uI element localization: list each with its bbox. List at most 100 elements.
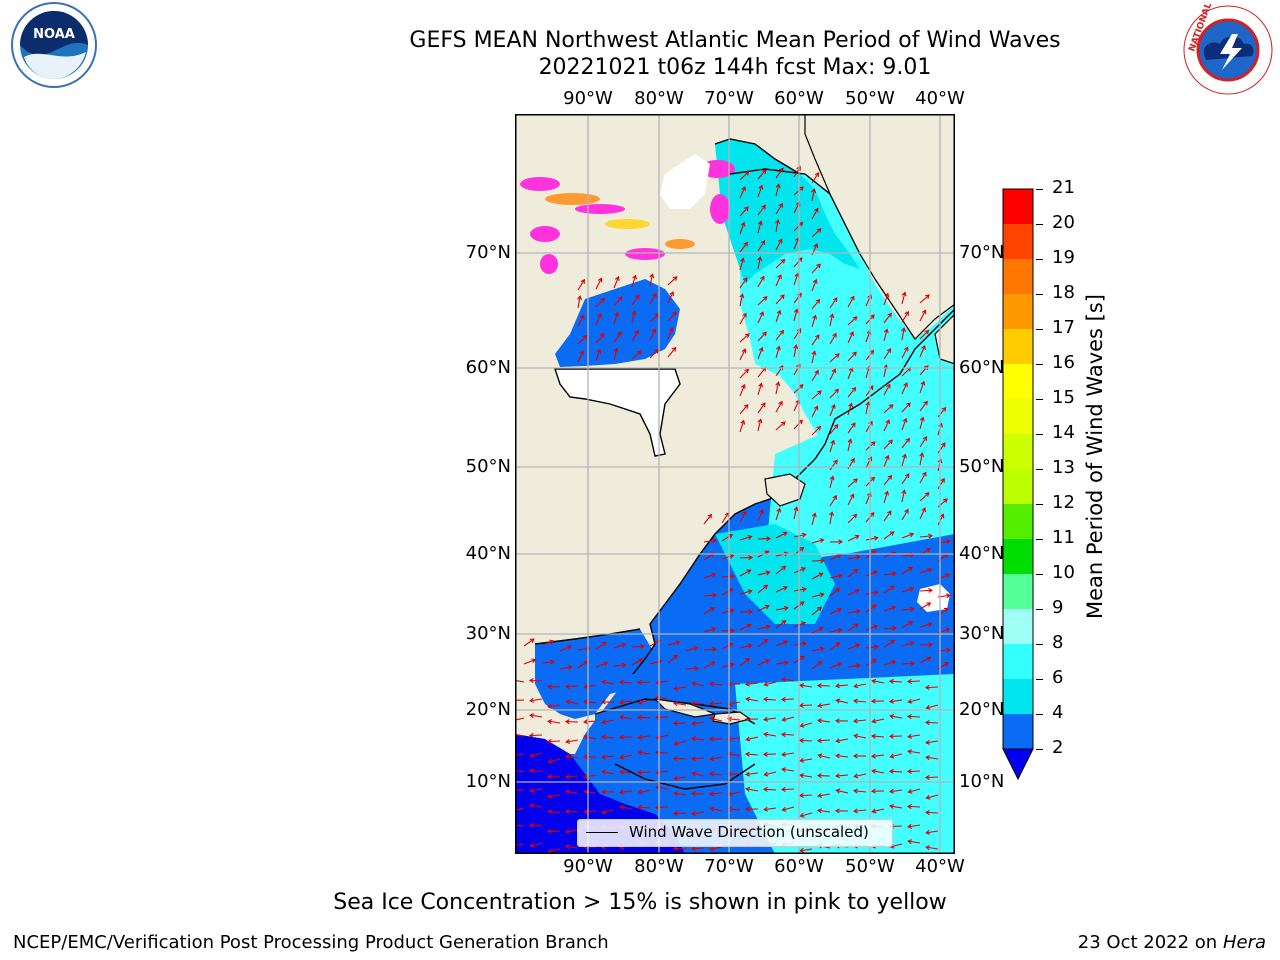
wind-arrow-head [801,586,807,592]
wind-arrow [775,330,784,341]
wind-arrow-head [873,535,879,541]
wind-arrow-head [582,719,588,725]
wind-arrow-head [888,678,894,684]
colorbar [1000,186,1036,786]
wind-arrow-head [619,789,624,795]
wind-arrow-head [779,329,785,335]
wind-arrow [595,641,607,650]
wind-arrow-head [765,570,771,576]
wind-arrow-head [872,658,877,664]
wind-arrow-head [891,659,897,665]
wind-arrow-head [690,756,696,762]
wind-arrow-head [673,775,679,781]
wind-arrow [829,476,834,489]
longitude-label: 60°W [774,88,824,109]
wind-arrow [584,774,597,778]
wind-arrow-head [565,754,571,760]
wind-arrow [692,772,705,777]
wind-arrow [620,790,633,794]
wind-arrow [656,680,669,684]
wind-arrow-head [873,624,879,630]
wind-arrow-head [838,539,844,545]
wind-arrow [919,507,926,520]
wind-arrow-head [888,768,894,774]
wind-arrow-head [763,638,769,644]
wind-arrow [703,607,715,615]
wind-arrow-head [669,291,675,297]
wind-arrow-head [817,703,823,709]
wind-arrow-head [801,621,807,627]
wind-arrow-head [729,553,735,559]
wind-arrow-head [763,806,769,812]
wind-arrow-head [927,622,933,627]
wind-arrow [637,716,651,719]
colorbar-tick-mark [1036,504,1043,505]
wind-arrow-head [907,733,913,739]
wind-arrow-head [622,662,628,668]
wind-arrow-head [727,736,732,742]
wind-arrow-head [565,739,571,745]
wind-arrow-head [905,437,911,443]
wind-arrow [692,737,705,741]
wind-arrow [656,696,669,700]
wind-arrow [530,804,543,808]
wind-arrow-head [583,789,588,795]
wind-arrow-head [763,584,769,590]
colorbar-tick-label: 2 [1052,737,1064,758]
wind-arrow-head [873,590,879,596]
wind-arrow-head [778,365,784,371]
wind-arrow-head [675,640,681,646]
wind-arrow [565,685,579,688]
wind-arrow [757,383,763,396]
wind-arrow [865,645,878,649]
wind-arrow-head [617,295,623,301]
wind-arrow-head [835,788,841,794]
wind-arrow [901,311,909,323]
wind-arrow [811,189,815,202]
wind-arrow-head [766,536,772,542]
gulf-of-mexico [535,629,655,719]
wind-arrow-head [546,684,552,690]
wind-arrow [829,404,836,417]
wind-arrow-head [944,662,950,667]
wind-arrow [781,788,795,791]
title-line-2: 20221021 t06z 144h fcst Max: 9.01 [538,55,932,80]
wind-arrow-head [889,803,895,809]
wind-arrow-head [709,716,715,722]
wind-arrow-head [816,683,822,689]
wind-arrow-head [870,476,876,482]
wind-arrow [757,639,768,648]
wind-arrow-head [910,606,916,612]
wind-arrow [775,421,786,431]
wind-arrow [782,678,795,682]
wind-arrow-head [924,492,930,497]
wind-arrow-head [943,498,948,504]
wind-arrow [883,475,892,486]
wind-arrow-head [816,425,822,431]
wind-arrow-head [834,388,840,394]
wind-arrow-head [549,639,555,645]
colorbar-tick-label: 18 [1052,282,1075,303]
wind-arrow [919,623,932,628]
wind-arrow [595,278,602,290]
wind-arrow [782,806,795,811]
footer-date-text: 23 Oct 2022 on [1077,932,1223,953]
wind-arrow [883,293,889,306]
colorbar-frame [1002,188,1034,750]
colorbar-segment [1003,679,1033,714]
colorbar-tick-mark [1036,399,1043,400]
wind-arrow-head [813,405,819,411]
wind-arrow-head [651,328,657,334]
wind-arrow-head [781,751,787,757]
wind-arrow-head [798,221,804,227]
sea-ice-patch [520,177,560,191]
wind-arrow-head [853,478,858,484]
wind-arrow [901,418,907,431]
wind-arrow-head [907,788,913,794]
wind-arrow [649,328,656,341]
colorbar-tick-label: 13 [1052,457,1075,478]
wind-arrow [673,722,687,725]
wind-arrow [757,419,762,432]
colorbar-tick-mark [1036,259,1043,260]
wind-arrow-head [710,607,716,612]
